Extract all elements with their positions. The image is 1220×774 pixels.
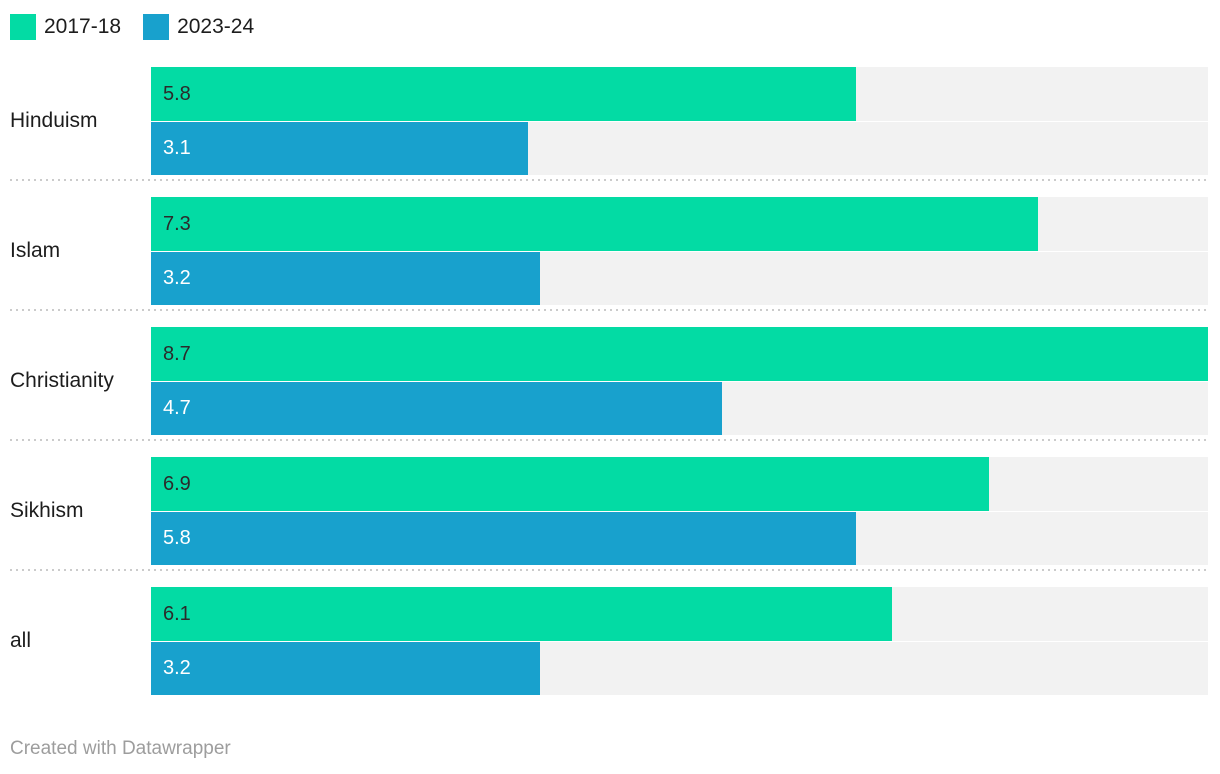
- bar-value-label: 3.2: [163, 267, 191, 289]
- bar-track: 7.3: [151, 197, 1208, 251]
- bar-2017-18-Hinduism[interactable]: 5.8: [151, 67, 856, 121]
- bar-tracks: 6.1 3.2: [151, 587, 1208, 695]
- category-row-Sikhism: Sikhism 6.9 5.8: [0, 442, 1220, 572]
- category-row-Hinduism: Hinduism 5.8 3.1: [0, 52, 1220, 182]
- bar-value-label: 5.8: [163, 527, 191, 549]
- bar-tracks: 7.3 3.2: [151, 197, 1208, 305]
- bar-2017-18-Islam[interactable]: 7.3: [151, 197, 1038, 251]
- bar-value-label: 8.7: [163, 342, 191, 365]
- bar-track: 5.8: [151, 512, 1208, 565]
- bar-2023-24-all[interactable]: 3.2: [151, 642, 540, 695]
- legend-item-2023-24: 2023-24: [143, 14, 254, 40]
- legend-label: 2017-18: [44, 15, 122, 38]
- legend-swatch-icon: [10, 14, 36, 40]
- bar-value-label: 6.1: [163, 602, 191, 625]
- bar-2017-18-Sikhism[interactable]: 6.9: [151, 457, 990, 511]
- bar-tracks: 6.9 5.8: [151, 457, 1208, 565]
- bar-track: 5.8: [151, 67, 1208, 121]
- legend-item-2017-18: 2017-18: [10, 14, 121, 40]
- category-label: Sikhism: [10, 499, 84, 522]
- category-label: Islam: [10, 239, 61, 262]
- category-label: all: [10, 629, 32, 652]
- bar-track: 6.1: [151, 587, 1208, 641]
- legend: 2017-18 2023-24: [0, 0, 1220, 40]
- bar-value-label: 3.1: [163, 137, 191, 159]
- category-row-Christianity: Christianity 8.7 4.7: [0, 312, 1220, 442]
- bar-track: 3.2: [151, 252, 1208, 305]
- legend-swatch-icon: [143, 14, 170, 40]
- chart-footer: Created with Datawrapper: [0, 702, 1220, 760]
- bar-track: 3.1: [151, 122, 1208, 175]
- bar-2023-24-Hinduism[interactable]: 3.1: [151, 122, 528, 175]
- bar-2017-18-Christianity[interactable]: 8.7: [151, 327, 1208, 381]
- category-row-all: all 6.1 3.2: [0, 572, 1220, 702]
- bar-value-label: 4.7: [163, 397, 191, 419]
- bar-value-label: 3.2: [163, 657, 191, 679]
- bar-track: 3.2: [151, 642, 1208, 695]
- bar-2023-24-Sikhism[interactable]: 5.8: [151, 512, 856, 565]
- bar-value-label: 6.9: [163, 472, 191, 495]
- category-label: Hinduism: [10, 109, 98, 132]
- bar-2023-24-Christianity[interactable]: 4.7: [151, 382, 723, 435]
- bar-tracks: 5.8 3.1: [151, 67, 1208, 175]
- datawrapper-credit: Created with Datawrapper: [10, 738, 231, 759]
- bar-2023-24-Islam[interactable]: 3.2: [151, 252, 540, 305]
- bar-value-label: 7.3: [163, 212, 191, 235]
- bar-tracks: 8.7 4.7: [151, 327, 1208, 435]
- bar-value-label: 5.8: [163, 82, 191, 105]
- bar-track: 4.7: [151, 382, 1208, 435]
- category-row-Islam: Islam 7.3 3.2: [0, 182, 1220, 312]
- bar-2017-18-all[interactable]: 6.1: [151, 587, 893, 641]
- bar-track: 8.7: [151, 327, 1208, 381]
- category-label: Christianity: [10, 369, 114, 392]
- legend-label: 2023-24: [177, 15, 255, 38]
- bar-track: 6.9: [151, 457, 1208, 511]
- chart-rows: Hinduism 5.8 3.1 Islam 7.3 3.2 Christianity 8.7…: [0, 52, 1220, 702]
